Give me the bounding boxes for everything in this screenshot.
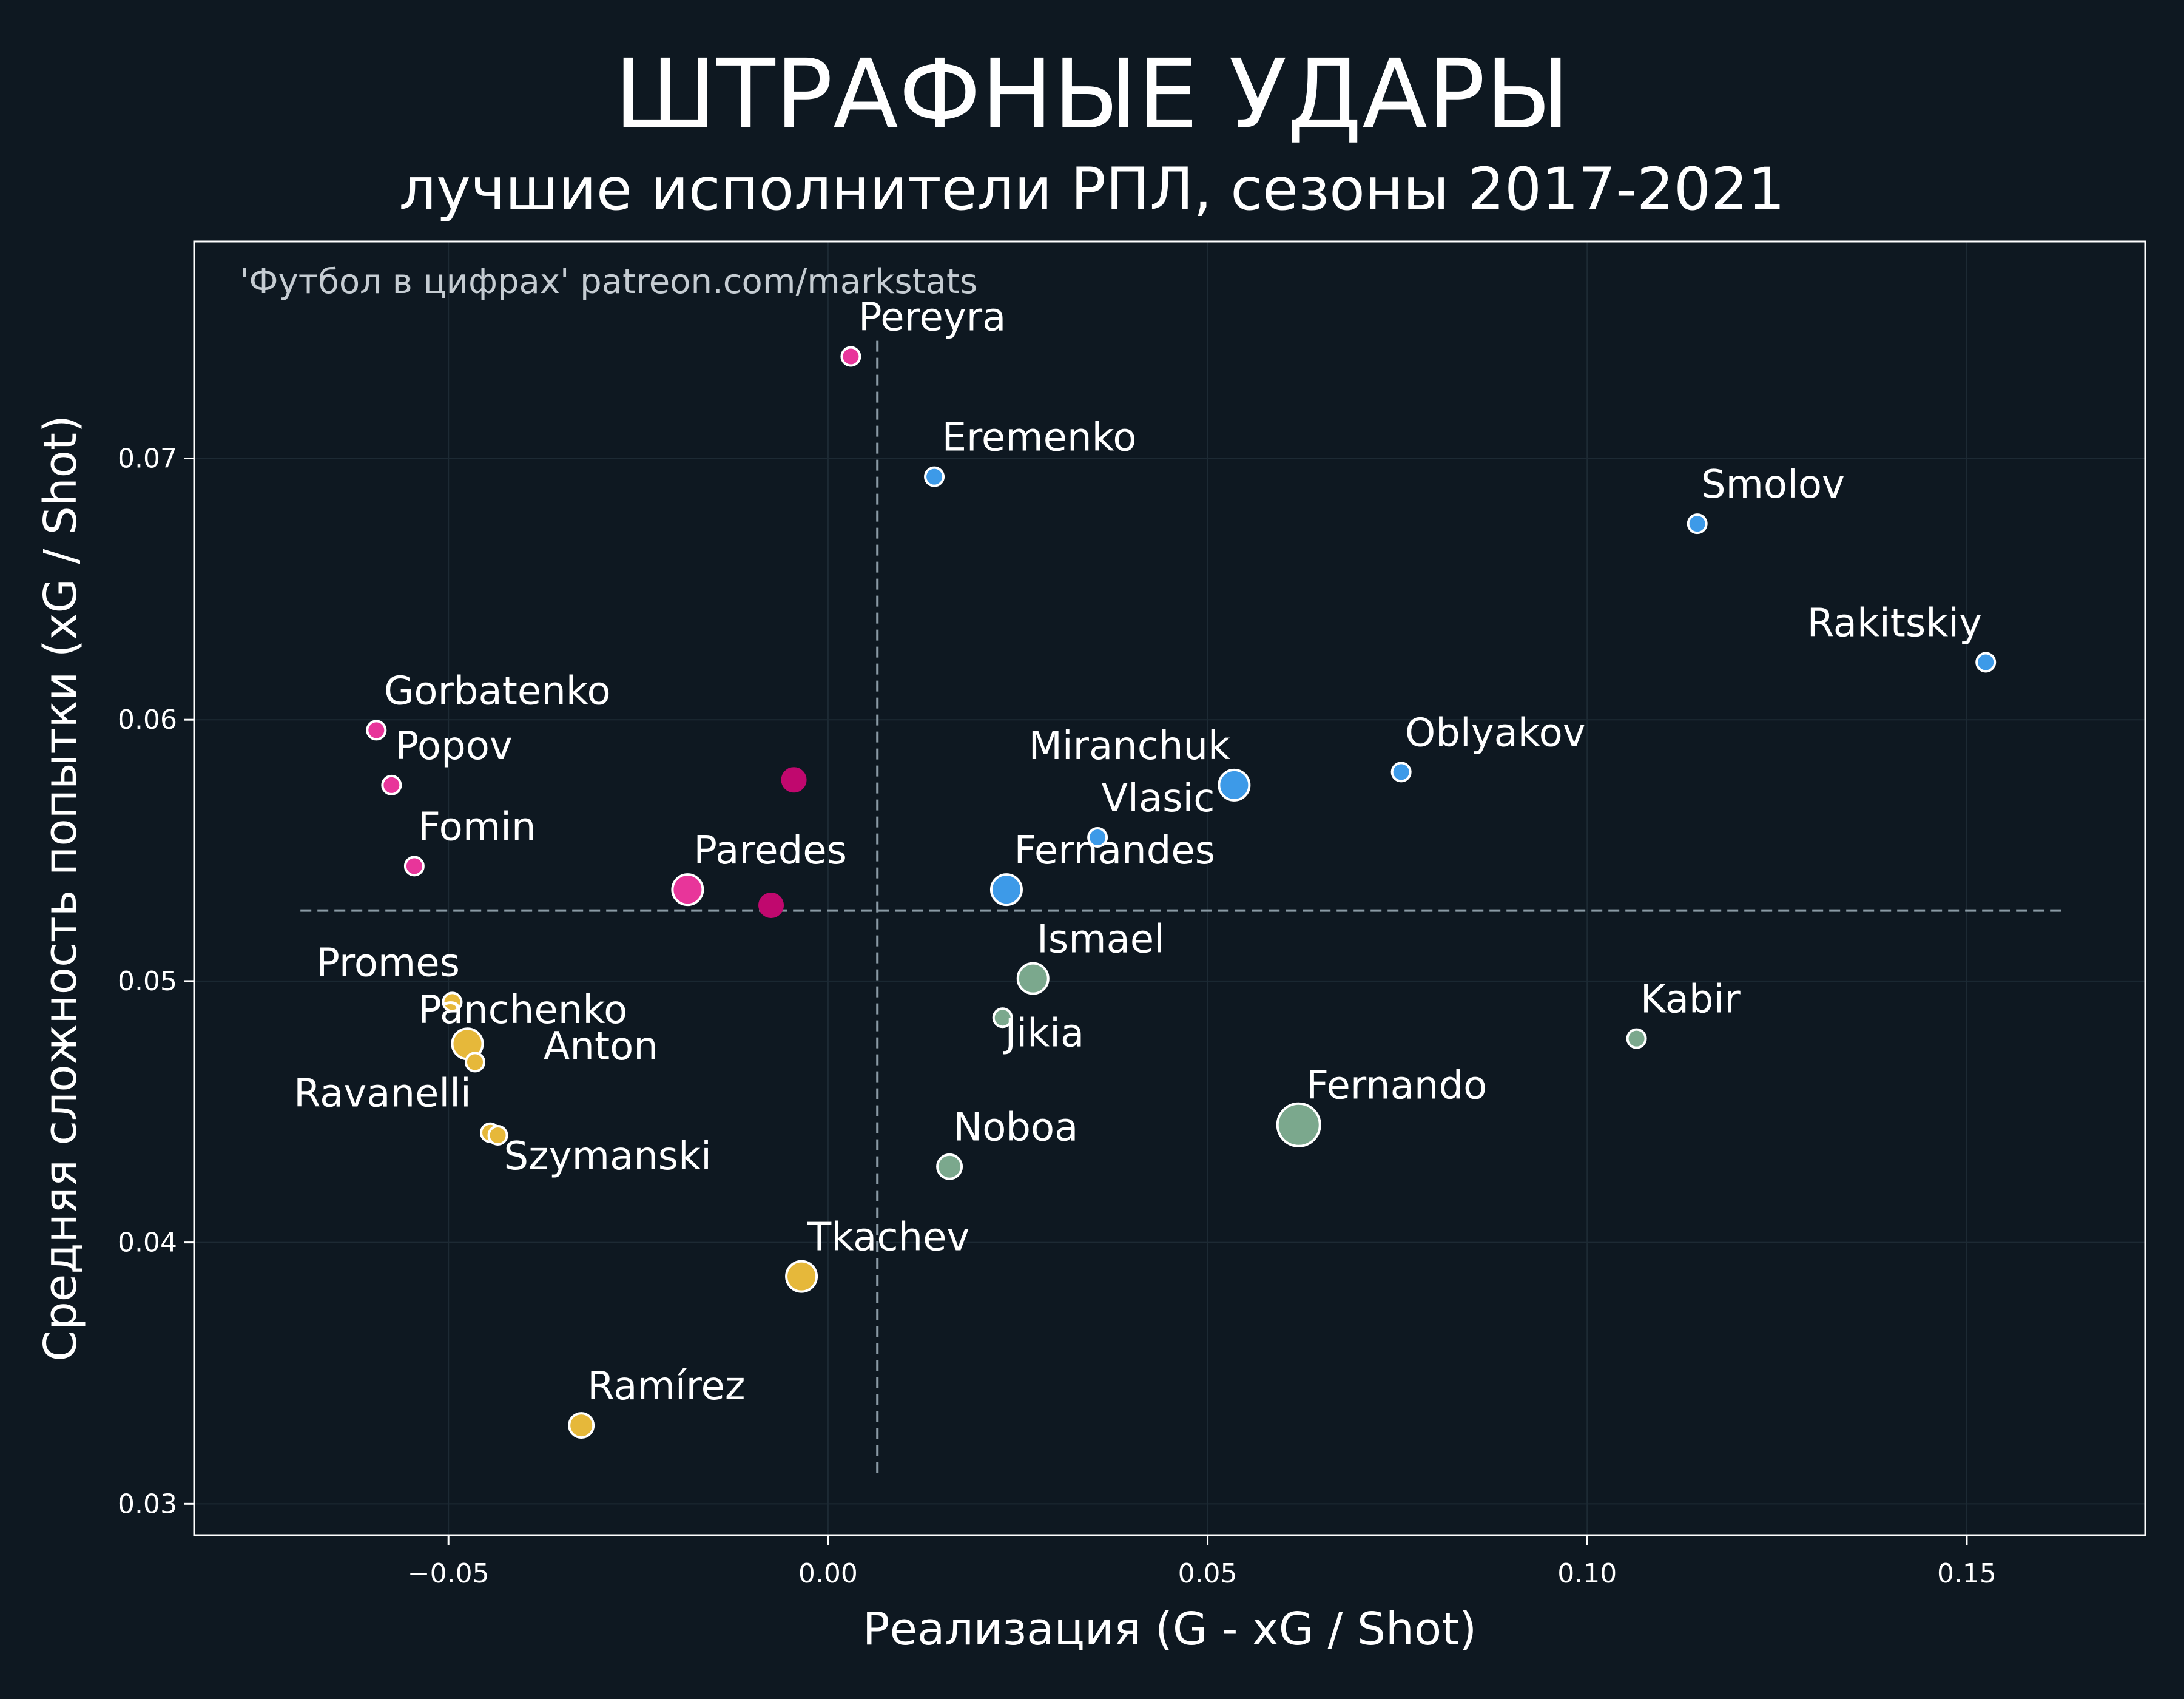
point-label: Oblyakov <box>1405 711 1586 755</box>
chart-subtitle: лучшие исполнители РПЛ, сезоны 2017-2021 <box>399 155 1785 223</box>
axis-ticks: −0.05 0.00 0.05 0.10 0.15 0.03 0.04 0.05 0.06 0.0… <box>118 443 1997 1589</box>
point-label: Tkachev <box>807 1215 969 1260</box>
point-label: Paredes <box>693 828 847 873</box>
scatter-point <box>758 892 784 918</box>
point-label: Vlasic <box>1101 776 1215 821</box>
scatter-point <box>1687 513 1708 535</box>
scatter-point <box>924 466 945 487</box>
chart-title: ШТРАФНЫЕ УДАРЫ <box>614 39 1570 150</box>
point-label: Fomin <box>418 805 536 850</box>
point-label: Pereyra <box>858 295 1006 340</box>
scatter-point <box>785 1260 818 1293</box>
point-label: Noboa <box>953 1106 1078 1150</box>
point-label: Gorbatenko <box>384 669 611 714</box>
scatter-point <box>671 873 704 907</box>
y-tick-label: 0.05 <box>118 966 177 997</box>
point-label: Anton <box>544 1024 658 1069</box>
point-label: Panchenko <box>418 988 627 1033</box>
scatter-point <box>1218 768 1251 802</box>
scatter-point <box>989 873 1023 907</box>
scatter-point <box>1087 827 1108 848</box>
point-label: Fernandes <box>1014 828 1215 873</box>
x-tick-label: −0.05 <box>408 1558 490 1589</box>
y-axis-label: Средняя сложность попытки (xG / Shot) <box>35 415 87 1362</box>
scatter-point <box>568 1412 595 1439</box>
y-tick-label: 0.07 <box>118 443 177 474</box>
scatter-point <box>1975 652 1997 673</box>
scatter-point <box>1626 1028 1647 1049</box>
plot-frame <box>193 240 2146 1536</box>
point-label: Fernando <box>1306 1064 1487 1109</box>
scatter-point <box>403 856 425 877</box>
scatter-point <box>442 991 463 1013</box>
point-label: Miranchuk <box>1029 724 1230 769</box>
scatter-point <box>366 720 387 741</box>
point-label: Popov <box>396 724 513 769</box>
point-label: Szymanski <box>504 1134 712 1179</box>
point-label: Kabir <box>1640 978 1741 1022</box>
grid-lines <box>194 242 2145 1535</box>
y-tick-label: 0.04 <box>118 1228 177 1258</box>
point-label: Ravanelli <box>294 1072 471 1116</box>
point-labels: Pereyra Eremenko Smolov Rakitskiy Gorbatenko… <box>294 295 1982 1409</box>
point-label: Ramírez <box>587 1364 745 1409</box>
point-label: Promes <box>316 941 460 985</box>
point-label: Jikia <box>1002 1012 1084 1056</box>
scatter-point <box>936 1153 963 1180</box>
scatter-point <box>1390 762 1412 783</box>
reference-lines <box>300 340 2062 1475</box>
x-tick-label: 0.10 <box>1557 1558 1617 1589</box>
credit-text: 'Футбол в цифрах' patreon.com/markstats <box>240 262 977 302</box>
y-tick-label: 0.03 <box>118 1488 177 1519</box>
scatter-point <box>1016 962 1050 995</box>
scatter-point <box>781 767 807 793</box>
point-label: Ismael <box>1037 917 1165 962</box>
scatter-point <box>1276 1102 1321 1147</box>
x-tick-label: 0.15 <box>1937 1558 1997 1589</box>
point-label: Rakitskiy <box>1807 601 1982 646</box>
data-points <box>366 346 1997 1439</box>
point-label: Smolov <box>1701 462 1845 507</box>
x-tick-label: 0.05 <box>1178 1558 1238 1589</box>
scatter-point <box>992 1007 1013 1029</box>
scatter-point <box>381 774 402 795</box>
x-axis-label: Реализация (G - xG / Shot) <box>863 1603 1477 1655</box>
y-tick-label: 0.06 <box>118 704 177 735</box>
scatter-point <box>487 1125 508 1146</box>
scatter-point <box>465 1052 486 1073</box>
x-tick-label: 0.00 <box>798 1558 858 1589</box>
point-label: Eremenko <box>942 416 1137 461</box>
scatter-point <box>840 346 861 367</box>
